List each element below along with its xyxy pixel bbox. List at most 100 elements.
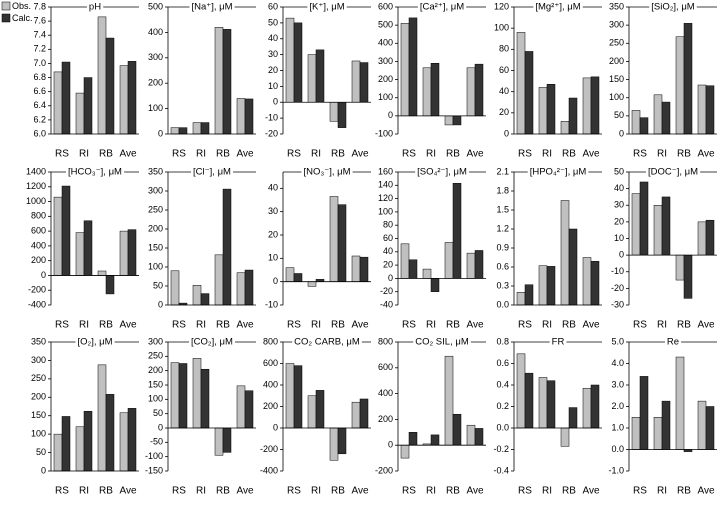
title-bg xyxy=(75,336,115,348)
y-tick-label: 200 xyxy=(378,414,393,424)
bar xyxy=(661,196,671,256)
chart-title: [K⁺], μM xyxy=(309,2,344,13)
y-tick-label: -1.0 xyxy=(608,465,624,475)
y-tick-label: 30 xyxy=(268,49,278,59)
y-tick-label: 6.8 xyxy=(33,72,46,82)
x-tick-label: RS xyxy=(402,149,416,160)
y-tick-label: 60 xyxy=(499,65,509,75)
bar xyxy=(307,54,317,103)
x-tick-label: Ave xyxy=(119,149,136,160)
bar xyxy=(105,394,115,472)
bar xyxy=(590,384,600,429)
bar xyxy=(285,363,295,429)
bar xyxy=(307,395,317,429)
x-tick-label: Ave xyxy=(582,486,599,497)
chart-title: [HCO₃⁻], μM xyxy=(68,167,122,178)
legend-swatch xyxy=(1,13,11,23)
bar xyxy=(516,353,526,429)
x-tick-label: RS xyxy=(518,149,532,160)
title-bg xyxy=(415,166,469,178)
bar xyxy=(200,293,210,306)
title-bg xyxy=(189,336,236,348)
y-tick-label: 0 xyxy=(619,250,624,260)
bar xyxy=(582,77,592,135)
bar xyxy=(119,230,129,276)
y-tick-label: 350 xyxy=(31,336,46,346)
y-tick-label: 300 xyxy=(148,52,163,62)
y-tick-label: 7.8 xyxy=(33,1,46,11)
x-tick-label: RS xyxy=(172,486,186,497)
y-tick-label: 50 xyxy=(614,110,624,120)
bar xyxy=(359,256,369,282)
bar xyxy=(222,29,232,135)
bar xyxy=(653,205,663,256)
x-tick-label: RB xyxy=(677,320,691,331)
chart-title: CO₂ SIL, μM xyxy=(415,337,469,348)
x-tick-label: RS xyxy=(518,486,532,497)
y-tick-label: 1.8 xyxy=(496,185,509,195)
y-tick-label: 50 xyxy=(614,166,624,176)
x-tick-label: RS xyxy=(633,149,647,160)
x-tick-label: Ave xyxy=(119,320,136,331)
y-tick-label: 50 xyxy=(153,408,163,418)
y-tick-label: 60 xyxy=(268,1,278,11)
y-tick-label: 100 xyxy=(31,429,46,439)
x-tick-label: RB xyxy=(99,486,113,497)
x-tick-label: Ave xyxy=(582,149,599,160)
y-tick-label: 200 xyxy=(378,74,393,84)
bar xyxy=(474,428,484,446)
y-tick-label: 250 xyxy=(31,373,46,383)
bar xyxy=(639,376,649,450)
bar xyxy=(546,380,556,429)
y-tick-label: 6.2 xyxy=(33,114,46,124)
y-tick-label: 0.2 xyxy=(496,401,509,411)
y-tick-label: 0 xyxy=(158,128,163,138)
y-tick-label: 0.6 xyxy=(496,261,509,271)
bar xyxy=(516,292,526,306)
chart-title: CO₂ CARB, μM xyxy=(294,337,360,348)
x-tick-label: RB xyxy=(677,149,691,160)
bar xyxy=(408,17,418,117)
y-tick-label: 0.4 xyxy=(496,379,509,389)
y-tick-label: 400 xyxy=(148,27,163,37)
chart-title: [DOC⁻], μM xyxy=(648,167,698,178)
y-tick-label: 250 xyxy=(609,38,624,48)
x-tick-label: RI xyxy=(196,486,206,497)
x-tick-label: RB xyxy=(99,320,113,331)
y-tick-label: 0 xyxy=(388,440,393,450)
bar xyxy=(590,261,600,306)
bar xyxy=(444,115,454,126)
y-tick-label: 50 xyxy=(153,280,163,290)
y-tick-label: 100 xyxy=(378,92,393,102)
y-tick-label: -0.4 xyxy=(493,465,509,475)
bar xyxy=(683,254,693,299)
x-tick-label: RS xyxy=(402,320,416,331)
y-tick-label: 0 xyxy=(41,465,46,475)
x-tick-label: Ave xyxy=(236,149,253,160)
bar xyxy=(315,390,325,429)
y-tick-label: 0 xyxy=(158,299,163,309)
bar xyxy=(127,229,137,276)
y-tick-label: -400 xyxy=(28,299,46,309)
y-tick-label: 200 xyxy=(31,255,46,265)
bar xyxy=(631,417,641,450)
y-tick-label: 250 xyxy=(148,204,163,214)
x-tick-label: RB xyxy=(331,486,345,497)
bar xyxy=(359,398,369,429)
x-tick-label: RB xyxy=(677,486,691,497)
y-tick-label: 600 xyxy=(263,358,278,368)
y-tick-label: 40 xyxy=(268,183,278,193)
chart-title: [SiO₂], μM xyxy=(651,2,695,13)
y-tick-label: 0.6 xyxy=(496,358,509,368)
x-tick-label: RI xyxy=(657,149,667,160)
y-tick-label: 350 xyxy=(148,166,163,176)
bar xyxy=(105,275,115,295)
bar xyxy=(329,196,339,282)
y-tick-label: 1200 xyxy=(26,181,46,191)
x-tick-label: RS xyxy=(55,486,69,497)
bar xyxy=(452,183,462,279)
chart-title: [Cl⁻], μM xyxy=(193,167,231,178)
chart-title: [SO₄²⁻], μM xyxy=(417,167,467,178)
y-tick-label: 2.0 xyxy=(611,401,624,411)
bar xyxy=(97,364,107,472)
